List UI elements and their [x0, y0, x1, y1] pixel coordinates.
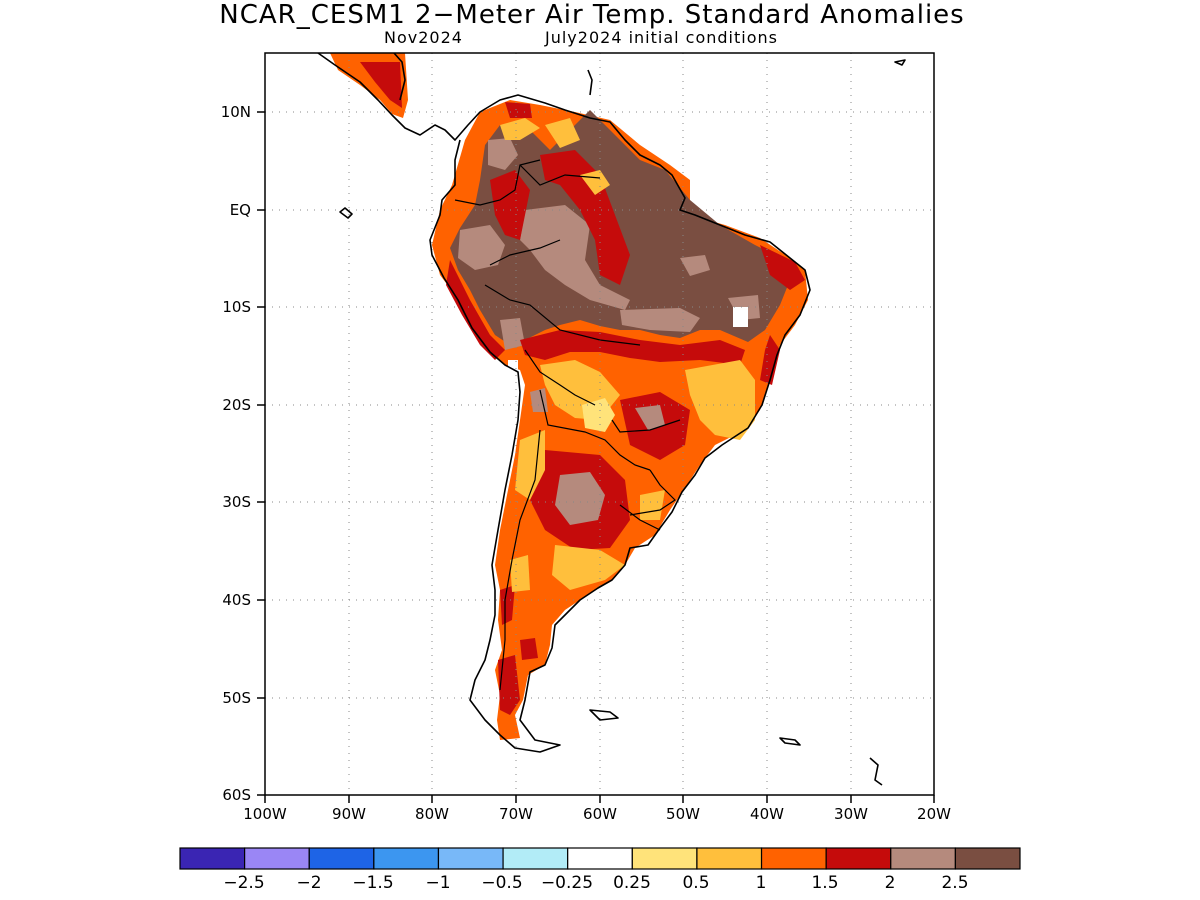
anomaly-0.5-to-1-patch	[552, 545, 625, 590]
colorbar-label: −0.25	[541, 873, 593, 893]
anomaly-0.5-to-1-patch	[500, 118, 540, 140]
longitude-labels: 100W 90W 80W 70W 60W 50W 40W 30W 20W	[243, 805, 951, 823]
lon-label: 100W	[243, 805, 287, 823]
anomaly-1.5-to-2-band	[540, 150, 630, 285]
lon-label: 20W	[917, 805, 951, 823]
anomaly-1.5-to-2-band	[498, 655, 520, 715]
anomaly-1.5-to-2-band	[520, 330, 745, 365]
anomaly-2-to-2.5-patch	[635, 405, 665, 430]
lat-label: 40S	[222, 591, 251, 609]
colorbar-label: 1.5	[811, 873, 838, 893]
colorbar-swatch	[954, 847, 1021, 870]
anomaly-2-to-2.5-patch	[458, 225, 505, 270]
colorbar-label: −0.5	[481, 873, 522, 893]
anomaly-0.5-to-1-patch	[515, 430, 545, 500]
anomaly-1.5-to-2-band	[760, 335, 780, 385]
colorbar-label: −1.5	[352, 873, 393, 893]
forecast-month: Nov2024	[384, 28, 463, 47]
colorbar-label: 2	[885, 873, 896, 893]
central-america-strong-anomaly	[360, 62, 402, 108]
lon-label: 90W	[332, 805, 366, 823]
axis-ticks	[257, 111, 935, 803]
anomaly-1.5-to-2-band	[505, 102, 532, 118]
anomaly-2-to-2.5-patch	[500, 318, 525, 350]
colorbar-swatch	[567, 847, 633, 870]
anomaly-2-to-2.5-patch	[520, 205, 630, 310]
colorbar-label: −2	[296, 873, 321, 893]
lat-label: EQ	[230, 201, 251, 219]
colorbar-swatch	[437, 847, 504, 870]
colorbar-swatch	[244, 847, 310, 870]
anomaly-2-to-2.5-patch	[488, 138, 518, 170]
anomaly-field	[330, 53, 808, 740]
colorbar-swatch	[760, 847, 827, 870]
anomaly-1.5-to-2-band	[500, 585, 515, 625]
colorbar-swatch	[890, 847, 956, 870]
latitude-labels: 10N EQ 10S 20S 30S 40S 50S 60S	[221, 103, 251, 804]
anomaly-0.5-to-1-patch	[545, 118, 580, 148]
anomaly-1.5-to-2-band	[490, 170, 530, 240]
near-zero-gap	[733, 307, 748, 327]
colorbar-label: 0.25	[613, 873, 651, 893]
coastlines	[317, 52, 906, 786]
colorbar-swatch	[825, 847, 892, 870]
anomaly-2-to-2.5-patch	[530, 388, 548, 412]
colorbar-labels: −2.5 −2 −1.5 −1 −0.5 −0.25 0.25 0.5 1 1.…	[223, 873, 968, 893]
amazon-extreme-anomaly	[450, 110, 790, 345]
lat-label: 30S	[222, 493, 251, 511]
lat-label: 20S	[222, 396, 251, 414]
country-borders	[454, 159, 681, 691]
grid-lines	[265, 53, 934, 795]
colorbar-label: 1	[756, 873, 767, 893]
anomaly-2-to-2.5-patch	[680, 255, 710, 276]
anomaly-2-to-2.5-patch	[620, 308, 700, 332]
anomaly-1.5-to-2-band	[520, 638, 538, 660]
anomaly-0.5-to-1-patch	[580, 170, 610, 195]
initial-conditions: July2024 initial conditions	[545, 28, 778, 47]
anomaly-0.25-to-0.5-patch	[582, 398, 615, 432]
lon-label: 60W	[583, 805, 617, 823]
colorbar-swatch	[696, 847, 763, 870]
colorbar-swatch	[631, 847, 698, 870]
lat-label: 10S	[222, 298, 251, 316]
lon-label: 40W	[750, 805, 784, 823]
lon-label: 50W	[666, 805, 700, 823]
colorbar-swatch	[373, 847, 440, 870]
colorbar-label: 0.5	[682, 873, 709, 893]
near-zero-gap	[508, 360, 518, 372]
anomaly-0.5-to-1-patch	[685, 360, 755, 440]
colorbar-swatch	[179, 847, 246, 870]
lon-label: 80W	[415, 805, 449, 823]
anomaly-1.5-to-2-band	[446, 260, 505, 360]
lat-label: 10N	[221, 103, 251, 121]
colorbar	[179, 847, 1021, 870]
colorbar-label: −2.5	[223, 873, 264, 893]
colorbar-swatch	[308, 847, 375, 870]
lon-label: 30W	[834, 805, 868, 823]
lon-label: 70W	[499, 805, 533, 823]
colorbar-label: −1	[425, 873, 450, 893]
anomaly-0.5-to-1-patch	[510, 555, 530, 592]
colorbar-label: 2.5	[941, 873, 968, 893]
lat-label: 60S	[222, 786, 251, 804]
anomaly-1.5-to-2-band	[760, 245, 805, 290]
chart-title: NCAR_CESM1 2−Meter Air Temp. Standard An…	[219, 0, 965, 30]
lat-label: 50S	[222, 689, 251, 707]
anomaly-2-to-2.5-patch	[555, 472, 605, 525]
colorbar-swatch	[502, 847, 569, 870]
